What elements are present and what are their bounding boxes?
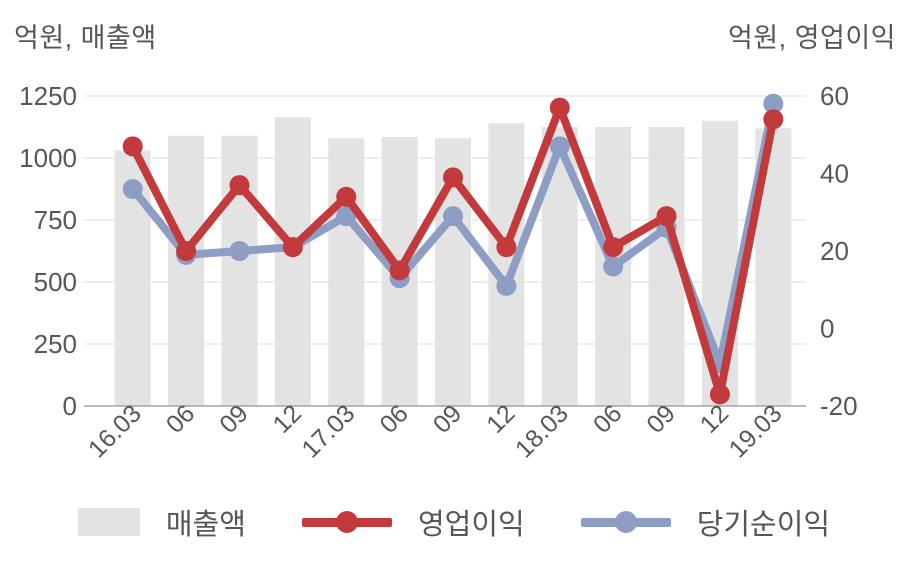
operating-profit-point bbox=[709, 384, 730, 405]
legend-item-net-income: 당기순이익 bbox=[580, 501, 831, 543]
operating-profit-point bbox=[443, 167, 463, 188]
right-axis-title: 억원, 영업이익 bbox=[727, 23, 896, 53]
legend: 매출액 영업이익 당기순이익 bbox=[0, 496, 908, 548]
legend-label-net-income: 당기순이익 bbox=[696, 509, 831, 541]
net-income-point bbox=[549, 136, 570, 157]
x-axis-tick-label: 16.03 bbox=[83, 399, 147, 463]
left-axis-tick-label: 250 bbox=[34, 329, 77, 359]
operating-profit-point bbox=[763, 109, 784, 130]
left-axis-tick-label: 1250 bbox=[19, 81, 77, 111]
net-income-point bbox=[763, 93, 784, 114]
net-income-point bbox=[603, 256, 624, 277]
right-axis-tick-label: 20 bbox=[820, 236, 849, 266]
revenue-bar bbox=[328, 138, 365, 406]
operating-profit-point bbox=[603, 237, 624, 258]
left-axis-tick-label: 0 bbox=[63, 391, 77, 421]
operating-profit-point bbox=[122, 136, 143, 157]
net-income-point bbox=[122, 179, 143, 199]
net-income-point bbox=[496, 275, 517, 296]
legend-label-revenue: 매출액 bbox=[165, 509, 246, 541]
right-axis-tick-label: 0 bbox=[820, 314, 834, 344]
operating-profit-point bbox=[229, 175, 250, 196]
net-income-point bbox=[229, 241, 250, 261]
operating-profit-point bbox=[336, 186, 357, 207]
right-axis-tick-label: 40 bbox=[820, 159, 849, 189]
x-axis-tick-label: 18.03 bbox=[510, 399, 574, 463]
net-income-line-swatch-icon bbox=[580, 511, 671, 533]
net-income-point bbox=[443, 206, 463, 227]
revenue-bar bbox=[274, 117, 311, 406]
net-income-point bbox=[336, 206, 357, 227]
revenue-bar bbox=[168, 135, 205, 406]
left-axis-tick-label: 750 bbox=[34, 205, 77, 235]
operating-profit-point bbox=[656, 206, 677, 227]
legend-label-operating-profit: 영업이익 bbox=[417, 509, 525, 541]
left-axis-tick-label: 500 bbox=[34, 267, 77, 297]
operating-profit-line-swatch-icon bbox=[301, 511, 392, 533]
left-axis-title: 억원, 매출액 bbox=[14, 23, 157, 53]
operating-profit-point bbox=[496, 237, 517, 258]
right-axis-tick-label: -20 bbox=[820, 391, 858, 421]
right-axis-tick-label: 60 bbox=[820, 81, 849, 111]
operating-profit-point bbox=[549, 97, 570, 118]
operating-profit-point bbox=[176, 241, 197, 261]
legend-item-revenue: 매출액 bbox=[77, 501, 246, 543]
operating-profit-point bbox=[389, 260, 410, 281]
x-axis-tick-label: 19.03 bbox=[724, 399, 788, 463]
x-axis-tick-label: 17.03 bbox=[296, 399, 360, 463]
legend-item-operating-profit: 영업이익 bbox=[301, 501, 525, 543]
left-axis-tick-label: 1000 bbox=[19, 143, 77, 173]
operating-profit-point bbox=[282, 237, 303, 258]
revenue-bar-swatch-icon bbox=[77, 508, 140, 536]
